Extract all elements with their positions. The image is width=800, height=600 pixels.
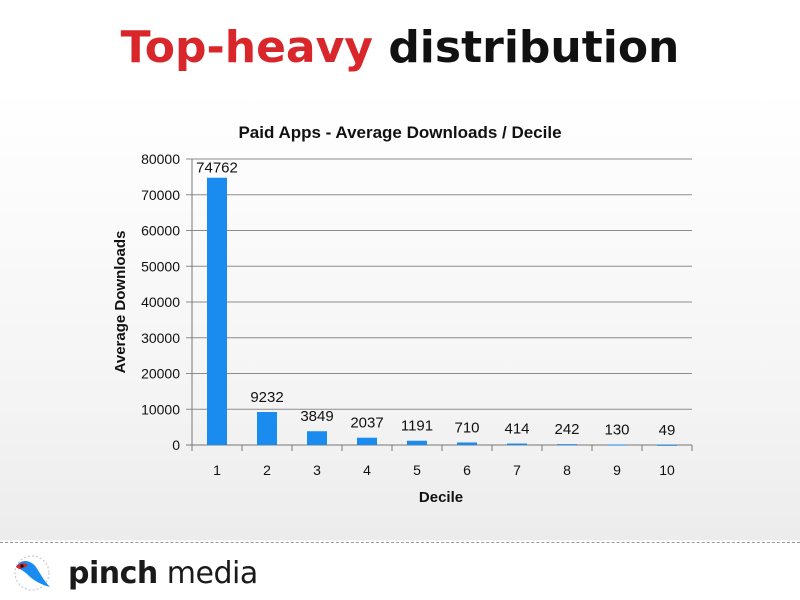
data-label: 9232	[250, 389, 283, 406]
brand-name: pinch media	[68, 556, 258, 591]
x-axis-title: Decile	[419, 489, 463, 506]
chart-gridlines	[186, 158, 693, 451]
y-tick-labels: 0 10000 20000 30000 40000 50000 60000 70000 8000…	[141, 151, 180, 453]
x-tick-label: 7	[513, 462, 521, 478]
data-label: 2037	[350, 415, 383, 432]
chart-title: Paid Apps - Average Downloads / Decile	[238, 123, 561, 142]
slide-title-accent: Top-heavy	[120, 22, 373, 73]
bar-decile-9	[607, 444, 627, 446]
x-tick-label: 3	[313, 462, 321, 478]
bar-decile-5	[407, 440, 427, 445]
y-axis-title: Average Downloads	[112, 231, 129, 374]
y-tick-label: 20000	[141, 366, 180, 382]
bar-decile-2	[257, 411, 277, 445]
x-tick-label: 4	[363, 462, 371, 478]
bar-decile-6	[457, 442, 477, 445]
data-label: 74762	[196, 160, 238, 177]
x-tick-label: 9	[613, 462, 621, 478]
y-tick-label: 80000	[141, 151, 180, 167]
x-tick-label: 5	[413, 462, 421, 478]
data-label: 710	[454, 419, 479, 436]
brand-logo: pinch media	[10, 553, 258, 593]
bar-decile-3	[307, 431, 327, 445]
y-tick-label: 30000	[141, 330, 180, 346]
bar-decile-10	[657, 444, 677, 446]
slide-title: Top-heavy distribution	[0, 22, 800, 73]
x-tick-label: 2	[263, 462, 271, 478]
y-tick-label: 70000	[141, 187, 180, 203]
x-tick-labels: 1 2 3 4 5 6 7 8 9 10	[213, 462, 675, 478]
data-label: 49	[659, 422, 676, 439]
y-tick-label: 60000	[141, 223, 180, 239]
y-tick-label: 0	[172, 437, 180, 453]
footer-divider	[0, 542, 800, 543]
x-tick-label: 8	[563, 462, 571, 478]
y-tick-label: 10000	[141, 401, 180, 417]
bar-chart: Paid Apps - Average Downloads / Decile 0…	[112, 123, 693, 506]
slide-title-rest: distribution	[388, 22, 680, 73]
x-tick-label: 10	[659, 462, 675, 478]
data-label: 242	[554, 421, 579, 438]
brand-name-regular: media	[157, 555, 258, 591]
data-label: 3849	[300, 408, 333, 425]
data-label: 130	[604, 422, 629, 439]
bar-decile-1	[207, 177, 227, 446]
data-labels: 74762 9232 3849 2037 1191 710 414 242 130 49	[196, 160, 675, 439]
data-label: 1191	[401, 418, 433, 435]
x-tick-label: 6	[463, 462, 471, 478]
chart-bars	[207, 177, 677, 446]
brand-name-bold: pinch	[68, 555, 158, 591]
bar-decile-7	[507, 443, 527, 445]
x-tick-label: 1	[213, 462, 221, 478]
data-label: 414	[504, 421, 529, 438]
y-tick-label: 40000	[141, 294, 180, 310]
y-tick-label: 50000	[141, 258, 180, 274]
bird-logo-icon	[14, 555, 50, 591]
bar-decile-8	[557, 444, 577, 446]
bar-decile-4	[357, 437, 377, 445]
